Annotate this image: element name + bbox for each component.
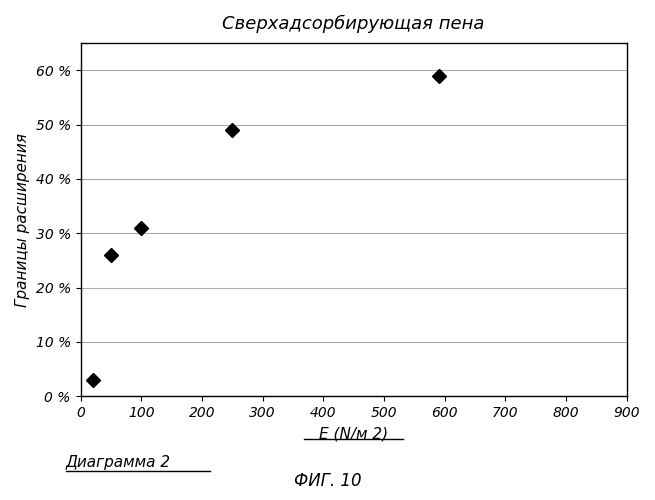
Title: Сверхадсорбирующая пена: Сверхадсорбирующая пена xyxy=(223,15,485,34)
Text: Диаграмма 2: Диаграмма 2 xyxy=(66,455,170,470)
Text: E (N/м 2): E (N/м 2) xyxy=(319,426,388,442)
Y-axis label: Границы расширения: Границы расширения xyxy=(15,133,30,306)
Text: ФИГ. 10: ФИГ. 10 xyxy=(293,472,362,490)
